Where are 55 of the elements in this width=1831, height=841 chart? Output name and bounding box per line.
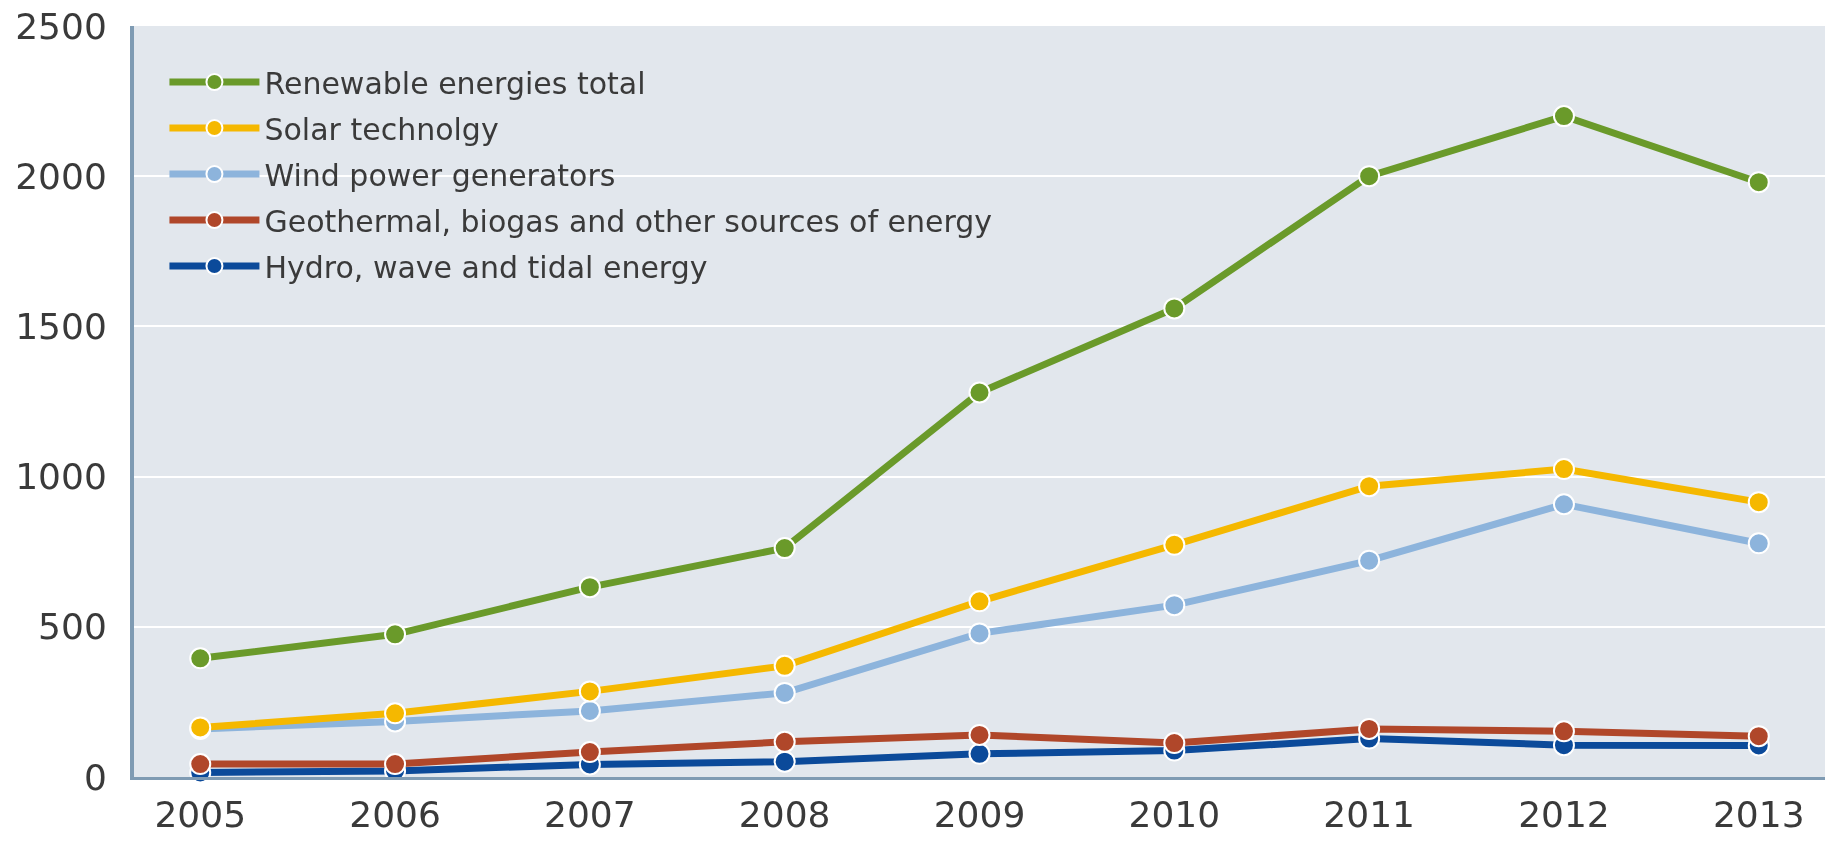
point [968,723,991,746]
point [773,681,796,704]
legend-label: Wind power generators [264,157,616,193]
y-tick-label: 1000 [15,456,107,498]
y-tick-label: 2000 [15,155,107,197]
point [578,576,601,599]
point [968,742,991,765]
point [1552,458,1575,481]
point [773,730,796,753]
point [1747,491,1770,514]
x-tick-label: 2005 [154,794,247,836]
point [1747,725,1770,748]
y-tick-label: 0 [83,756,107,798]
point [1358,717,1381,740]
point [1163,594,1186,617]
point [189,753,212,776]
point [1358,165,1381,188]
point [189,647,212,670]
legend-label: Geothermal, biogas and other sources of energy [264,203,993,239]
point [1163,297,1186,320]
y-tick-label: 500 [38,606,107,648]
x-tick-label: 2011 [1323,794,1415,836]
point [1358,549,1381,572]
point [968,381,991,404]
x-tick-label: 2012 [1518,794,1610,836]
point [578,741,601,764]
point [384,702,407,725]
x-tick-label: 2013 [1712,794,1805,836]
point [1552,720,1575,743]
point [968,622,991,645]
y-tick-label: 2500 [15,5,107,47]
legend-label: Solar technolgy [264,111,499,147]
point [773,654,796,677]
point [384,623,407,646]
y-tick-label: 1500 [15,306,107,347]
x-tick-label: 2007 [544,794,636,836]
point [1747,532,1770,555]
x-tick-label: 2008 [738,794,831,836]
point [1163,533,1186,556]
point [1747,171,1770,194]
legend-label: Hydro, wave and tidal energy [264,249,708,285]
point [968,590,991,613]
point [1552,493,1575,516]
point [1552,105,1575,128]
x-tick-label: 2010 [1128,794,1221,836]
x-tick-label: 2009 [933,794,1026,836]
point [578,699,601,722]
legend-label: Renewable energies total [264,65,646,101]
point [578,680,601,703]
point [773,537,796,560]
point [773,750,796,773]
point [384,753,407,776]
x-tick-label: 2006 [349,794,441,836]
point [1163,732,1186,755]
point [1358,475,1381,498]
